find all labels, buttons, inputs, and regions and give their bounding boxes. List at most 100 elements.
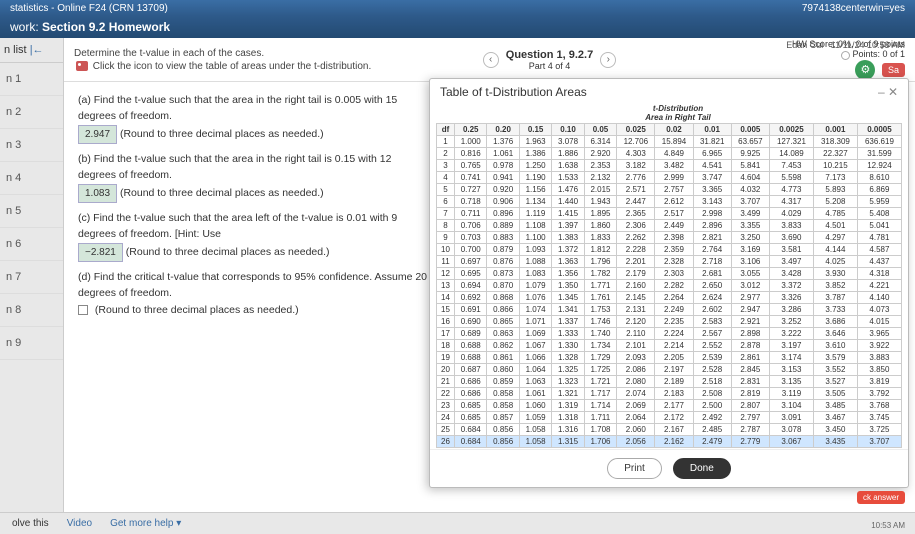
- table-cell: 0.896: [487, 208, 519, 220]
- table-cell: 2.264: [655, 292, 693, 304]
- table-cell: 3.833: [769, 220, 813, 232]
- table-cell: 1.061: [519, 388, 551, 400]
- table-cell: 2.197: [655, 364, 693, 376]
- modal-close-icon[interactable]: – ✕: [878, 85, 898, 99]
- solve-this-link[interactable]: olve this: [12, 518, 49, 529]
- table-cell: 5.959: [857, 196, 901, 208]
- table-cell: 4.849: [655, 148, 693, 160]
- sidebar-item[interactable]: n 3: [0, 129, 63, 162]
- check-answer-badge[interactable]: ck answer: [857, 491, 905, 504]
- table-cell: 1.383: [552, 232, 584, 244]
- sidebar-item[interactable]: n 7: [0, 261, 63, 294]
- table-cell: 2.612: [655, 196, 693, 208]
- table-cell: 1.386: [519, 148, 551, 160]
- table-cell: 6: [437, 196, 455, 208]
- sidebar-header[interactable]: n list |←: [0, 38, 63, 63]
- table-cell: 0.690: [455, 316, 487, 328]
- table-cell: 3.450: [813, 424, 857, 436]
- table-cell: 12.924: [857, 160, 901, 172]
- part-d-text: (d) Find the critical t-value that corre…: [78, 271, 427, 299]
- table-cell: 3.365: [693, 184, 731, 196]
- collapse-icon[interactable]: |←: [30, 44, 44, 56]
- table-cell: 2.528: [693, 364, 731, 376]
- table-cell: 1.729: [584, 352, 616, 364]
- prev-question-button[interactable]: ‹: [483, 52, 499, 68]
- part-c-answer[interactable]: −2.821: [78, 243, 123, 263]
- sidebar-item[interactable]: n 5: [0, 195, 63, 228]
- table-cell: 1.711: [584, 412, 616, 424]
- table-cell: 2.920: [584, 148, 616, 160]
- table-cell: 0.765: [455, 160, 487, 172]
- table-cell: 9: [437, 232, 455, 244]
- table-scroll-area[interactable]: t-Distribution Area in Right Tail df0.25…: [430, 103, 908, 449]
- table-cell: 0.697: [455, 256, 487, 268]
- table-cell: 2.303: [655, 268, 693, 280]
- table-cell: 2.896: [693, 220, 731, 232]
- table-cell: 1.833: [584, 232, 616, 244]
- table-cell: 3.768: [857, 400, 901, 412]
- table-cell: 1.397: [552, 220, 584, 232]
- table-cell: 2.353: [584, 160, 616, 172]
- table-cell: 2.179: [617, 268, 655, 280]
- table-cell: 0.868: [487, 292, 519, 304]
- done-button[interactable]: Done: [673, 458, 731, 479]
- table-cell: 2.718: [693, 256, 731, 268]
- table-cell: 1.088: [519, 256, 551, 268]
- table-cell: 2.947: [731, 304, 769, 316]
- table-cell: 0.684: [455, 436, 487, 448]
- table-cell: 1.119: [519, 208, 551, 220]
- part-a-round: (Round to three decimal places as needed…: [120, 128, 324, 140]
- settings-gear-icon[interactable]: ⚙: [855, 60, 875, 80]
- sidebar-item[interactable]: n 1: [0, 63, 63, 96]
- table-cell: 5.841: [731, 160, 769, 172]
- table-row: 240.6850.8571.0591.3181.7112.0642.1722.4…: [437, 412, 902, 424]
- browser-tab-bar: statistics - Online F24 (CRN 13709) 7974…: [0, 0, 915, 16]
- table-cell: 2: [437, 148, 455, 160]
- table-cell: 3.930: [813, 268, 857, 280]
- table-cell: 1.328: [552, 352, 584, 364]
- table-cell: 1.067: [519, 340, 551, 352]
- table-cell: 1.943: [584, 196, 616, 208]
- table-cell: 26: [437, 436, 455, 448]
- table-icon[interactable]: [76, 61, 88, 71]
- table-cell: 3.135: [769, 376, 813, 388]
- table-row: 260.6840.8561.0581.3151.7062.0562.1622.4…: [437, 436, 902, 448]
- table-cell: 0.687: [455, 364, 487, 376]
- part-b-answer[interactable]: 1.083: [78, 184, 117, 204]
- get-help-link[interactable]: Get more help ▾: [110, 518, 181, 529]
- table-cell: 3.497: [769, 256, 813, 268]
- table-cell: 2.064: [617, 412, 655, 424]
- table-cell: 5.893: [813, 184, 857, 196]
- table-cell: 3.646: [813, 328, 857, 340]
- next-question-button[interactable]: ›: [600, 52, 616, 68]
- save-button[interactable]: Sa: [882, 63, 905, 77]
- table-cell: 2.571: [617, 184, 655, 196]
- sidebar-item[interactable]: n 8: [0, 294, 63, 327]
- print-button[interactable]: Print: [607, 458, 662, 479]
- table-cell: 2.681: [693, 268, 731, 280]
- table-cell: 2.183: [655, 388, 693, 400]
- table-cell: 2.162: [655, 436, 693, 448]
- sidebar-item[interactable]: n 9: [0, 327, 63, 360]
- sidebar-item[interactable]: n 6: [0, 228, 63, 261]
- table-cell: 5.598: [769, 172, 813, 184]
- table-cell: 3.326: [769, 292, 813, 304]
- part-a-answer[interactable]: 2.947: [78, 125, 117, 145]
- table-header-cell: 0.025: [617, 124, 655, 136]
- table-cell: 3.012: [731, 280, 769, 292]
- table-cell: 2.650: [693, 280, 731, 292]
- part-d-input[interactable]: [78, 305, 88, 315]
- points-text: Points: 0 of 1: [852, 49, 905, 59]
- table-cell: 1.356: [552, 268, 584, 280]
- table-cell: 1.440: [552, 196, 584, 208]
- table-cell: 1.319: [552, 400, 584, 412]
- table-row: 190.6880.8611.0661.3281.7292.0932.2052.5…: [437, 352, 902, 364]
- sidebar-item[interactable]: n 4: [0, 162, 63, 195]
- table-cell: 2.921: [731, 316, 769, 328]
- video-link[interactable]: Video: [67, 518, 92, 529]
- sidebar-item[interactable]: n 2: [0, 96, 63, 129]
- table-row: 60.7180.9061.1341.4401.9432.4472.6123.14…: [437, 196, 902, 208]
- table-header-cell: df: [437, 124, 455, 136]
- table-cell: 2.172: [655, 412, 693, 424]
- table-row: 180.6880.8621.0671.3301.7342.1012.2142.5…: [437, 340, 902, 352]
